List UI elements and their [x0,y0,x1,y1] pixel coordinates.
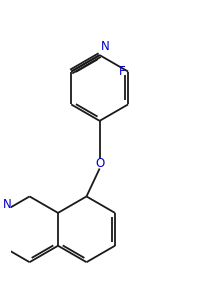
Text: N: N [3,198,12,211]
Text: F: F [119,65,125,78]
Text: O: O [95,157,104,170]
Text: N: N [101,40,110,54]
